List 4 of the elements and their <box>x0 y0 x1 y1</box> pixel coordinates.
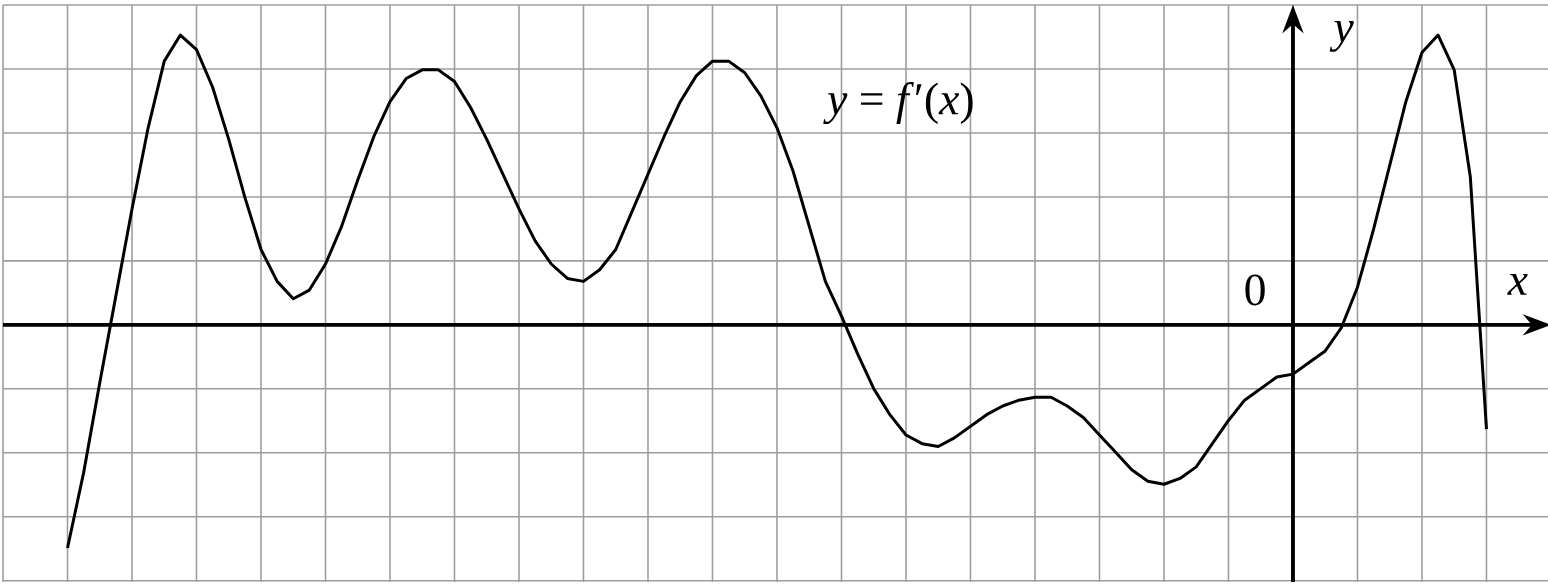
y-axis-title: y <box>1329 20 1354 52</box>
annotation: 0 <box>1245 274 1265 306</box>
series-label: y = f′(x) <box>823 82 973 125</box>
x-axis-title: x <box>1507 273 1528 295</box>
